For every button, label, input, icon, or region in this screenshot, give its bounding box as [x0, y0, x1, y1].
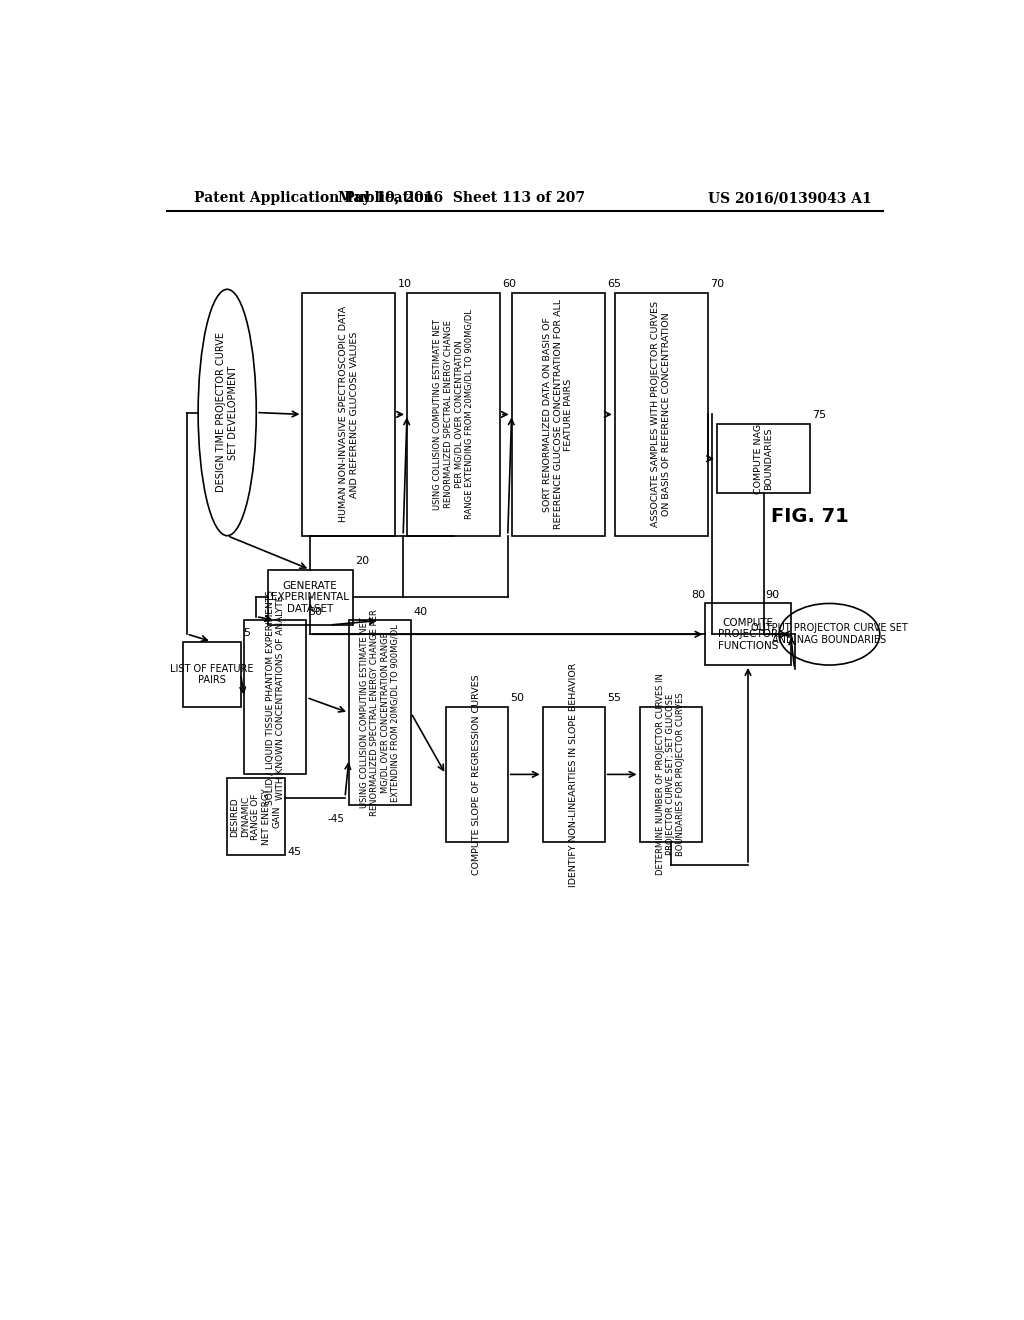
- Text: OUTPUT PROJECTOR CURVE SET
AND NAG BOUNDARIES: OUTPUT PROJECTOR CURVE SET AND NAG BOUND…: [751, 623, 907, 645]
- Text: 45: 45: [288, 847, 301, 857]
- Text: COMPUTE NAG
BOUNDARIES: COMPUTE NAG BOUNDARIES: [754, 424, 773, 494]
- Text: 80: 80: [691, 590, 706, 599]
- Bar: [182, 642, 241, 708]
- Text: DESIRED
DYNAMIC
RANGE OF
NET ENERGY
GAIN: DESIRED DYNAMIC RANGE OF NET ENERGY GAIN: [230, 788, 282, 845]
- Bar: [302, 293, 395, 536]
- Bar: [717, 424, 810, 494]
- Bar: [226, 779, 285, 855]
- Bar: [245, 620, 306, 775]
- Text: SOLID / LIQUID TISSUE PHANTOM EXPERIMENTS
WITH KNOWN CONCENTRATIONS OF ANALYTE: SOLID / LIQUID TISSUE PHANTOM EXPERIMENT…: [265, 590, 285, 805]
- Text: 75: 75: [812, 411, 826, 420]
- Bar: [267, 570, 352, 626]
- Text: 55: 55: [607, 693, 621, 704]
- Text: 40: 40: [414, 607, 427, 616]
- Bar: [407, 293, 500, 536]
- Text: HUMAN NON-INVASIVE SPECTROSCOPIC DATA
AND REFERENCE GLUCOSE VALUES: HUMAN NON-INVASIVE SPECTROSCOPIC DATA AN…: [339, 306, 358, 523]
- Text: 65: 65: [607, 280, 621, 289]
- Text: Patent Application Publication: Patent Application Publication: [194, 191, 433, 206]
- Text: ASSOCIATE SAMPLES WITH PROJECTOR CURVES
ON BASIS OF REFERENCE CONCENTRATION: ASSOCIATE SAMPLES WITH PROJECTOR CURVES …: [651, 301, 671, 528]
- Text: US 2016/0139043 A1: US 2016/0139043 A1: [709, 191, 872, 206]
- Text: DESIGN TIME PROJECTOR CURVE
SET DEVELOPMENT: DESIGN TIME PROJECTOR CURVE SET DEVELOPM…: [216, 333, 238, 492]
- Text: 70: 70: [710, 280, 724, 289]
- Text: 10: 10: [397, 280, 412, 289]
- Text: 20: 20: [355, 556, 370, 566]
- Text: USING COLLISION COMPUTING ESTIMATE NET
RENORMALIZED SPECTRAL ENERGY CHANGE PER
M: USING COLLISION COMPUTING ESTIMATE NET R…: [359, 610, 400, 816]
- Text: FIG. 71: FIG. 71: [771, 507, 849, 525]
- Bar: [512, 293, 604, 536]
- Text: DETERMINE NUMBER OF PROJECTOR CURVES IN
PROJECTOR CURVE SET; SET GLUCOSE
BOUNDAR: DETERMINE NUMBER OF PROJECTOR CURVES IN …: [655, 673, 685, 875]
- Text: LIST OF FEATURE
PAIRS: LIST OF FEATURE PAIRS: [170, 664, 254, 685]
- Bar: [543, 708, 604, 842]
- Text: 50: 50: [510, 693, 524, 704]
- Text: COMPUTE SLOPE OF REGRESSION CURVES: COMPUTE SLOPE OF REGRESSION CURVES: [472, 675, 481, 875]
- Text: SORT RENORMALIZED DATA ON BASIS OF
REFERENCE GLUCOSE CONCENTRATION FOR ALL
FEATU: SORT RENORMALIZED DATA ON BASIS OF REFER…: [543, 300, 573, 529]
- Text: -45: -45: [328, 814, 345, 825]
- Bar: [349, 620, 411, 805]
- Bar: [706, 603, 791, 665]
- Text: 90: 90: [765, 590, 779, 599]
- Bar: [640, 708, 701, 842]
- Text: USING COLLISION COMPUTING ESTIMATE NET
RENORMALIZED SPECTRAL ENERGY CHANGE
PER M: USING COLLISION COMPUTING ESTIMATE NET R…: [433, 309, 473, 519]
- Text: May 19, 2016  Sheet 113 of 207: May 19, 2016 Sheet 113 of 207: [338, 191, 585, 206]
- Text: 30: 30: [308, 607, 323, 616]
- Text: IDENTIFY NON-LINEARITIES IN SLOPE BEHAVIOR: IDENTIFY NON-LINEARITIES IN SLOPE BEHAVI…: [569, 663, 579, 887]
- Text: 60: 60: [503, 280, 516, 289]
- Bar: [614, 293, 708, 536]
- Text: 5: 5: [243, 628, 250, 638]
- Text: GENERATE
EXPERIMENTAL
DATASET: GENERATE EXPERIMENTAL DATASET: [271, 581, 349, 614]
- Bar: [445, 708, 508, 842]
- Text: COMPUTE
PROJECTOR
FUNCTIONS: COMPUTE PROJECTOR FUNCTIONS: [718, 618, 778, 651]
